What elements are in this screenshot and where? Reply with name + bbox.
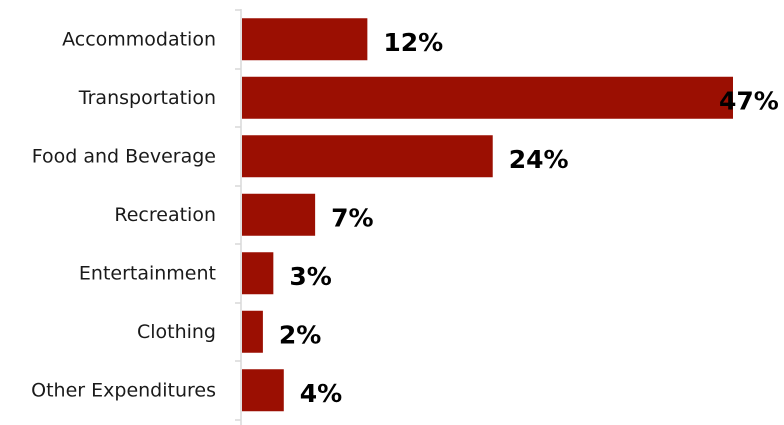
category-label: Recreation: [114, 204, 216, 226]
value-label: 7%: [331, 203, 373, 232]
category-labels: Accommodation Transportation Food and Beve…: [31, 28, 216, 401]
bar-accommodation: [242, 18, 368, 61]
category-label: Transportation: [78, 87, 216, 109]
bar-other-expenditures: [242, 369, 284, 412]
category-label: Food and Beverage: [32, 145, 216, 167]
bar-clothing: [242, 310, 263, 353]
bar-series: [242, 18, 733, 412]
value-label: 4%: [300, 379, 342, 408]
value-label: 12%: [383, 28, 443, 57]
category-label: Other Expenditures: [31, 379, 216, 401]
value-labels: 12% 47% 24% 7% 3% 2% 4%: [279, 28, 779, 408]
bar-recreation: [242, 193, 316, 236]
value-label: 2%: [279, 320, 321, 349]
category-label: Clothing: [137, 321, 216, 343]
value-label: 47%: [719, 86, 779, 115]
value-label: 24%: [509, 145, 569, 174]
category-label: Accommodation: [62, 28, 216, 50]
category-label: Entertainment: [79, 262, 216, 284]
value-label: 3%: [289, 262, 331, 291]
bar-transportation: [242, 76, 733, 119]
bar-entertainment: [242, 252, 274, 295]
bar-food-and-beverage: [242, 135, 493, 178]
category-axis: [235, 9, 242, 425]
